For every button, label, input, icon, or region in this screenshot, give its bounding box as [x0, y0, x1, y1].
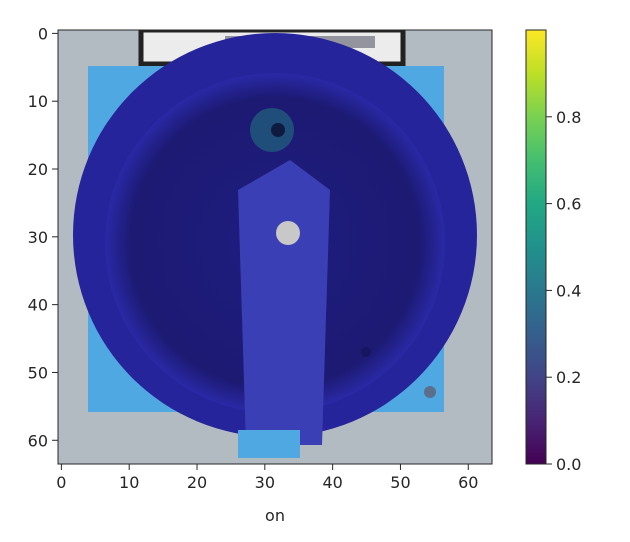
- x-tick-label: 40: [322, 473, 342, 492]
- y-axis: 0 10 20 30 40 50 60: [28, 24, 58, 450]
- heatmap-image: [58, 30, 492, 464]
- plot-frame: [57, 29, 493, 465]
- x-tick-label: 50: [390, 473, 410, 492]
- y-tick-label: 60: [28, 431, 48, 450]
- y-tick-label: 50: [28, 363, 48, 382]
- colorbar-tick-label: 0.0: [556, 455, 581, 474]
- dial-mark: [361, 347, 371, 357]
- x-tick-label: 60: [458, 473, 478, 492]
- x-tick-label: 0: [56, 473, 66, 492]
- x-tick-label: 30: [255, 473, 275, 492]
- y-tick-label: 10: [28, 92, 48, 111]
- colorbar-tick-label: 0.8: [556, 108, 581, 127]
- switch-lever: [238, 160, 330, 445]
- plate-screw: [424, 386, 436, 398]
- y-tick-label: 40: [28, 296, 48, 315]
- lever-screw: [276, 221, 300, 245]
- y-tick-label: 0: [38, 24, 48, 43]
- lever-base: [238, 430, 300, 458]
- x-tick-label: 10: [119, 473, 139, 492]
- colorbar-axis: 0.0 0.2 0.4 0.6 0.8: [546, 108, 581, 474]
- y-tick-label: 30: [28, 228, 48, 247]
- y-tick-label: 20: [28, 160, 48, 179]
- colorbar: [525, 29, 547, 465]
- colorbar-tick-label: 0.2: [556, 368, 581, 387]
- x-tick-label: 20: [187, 473, 207, 492]
- colorbar-tick-label: 0.6: [556, 195, 581, 214]
- colorbar-tick-label: 0.4: [556, 281, 581, 300]
- x-axis-label: on: [265, 506, 285, 525]
- x-axis: 0 10 20 30 40 50 60: [56, 464, 478, 492]
- dial-detent-center: [271, 123, 285, 137]
